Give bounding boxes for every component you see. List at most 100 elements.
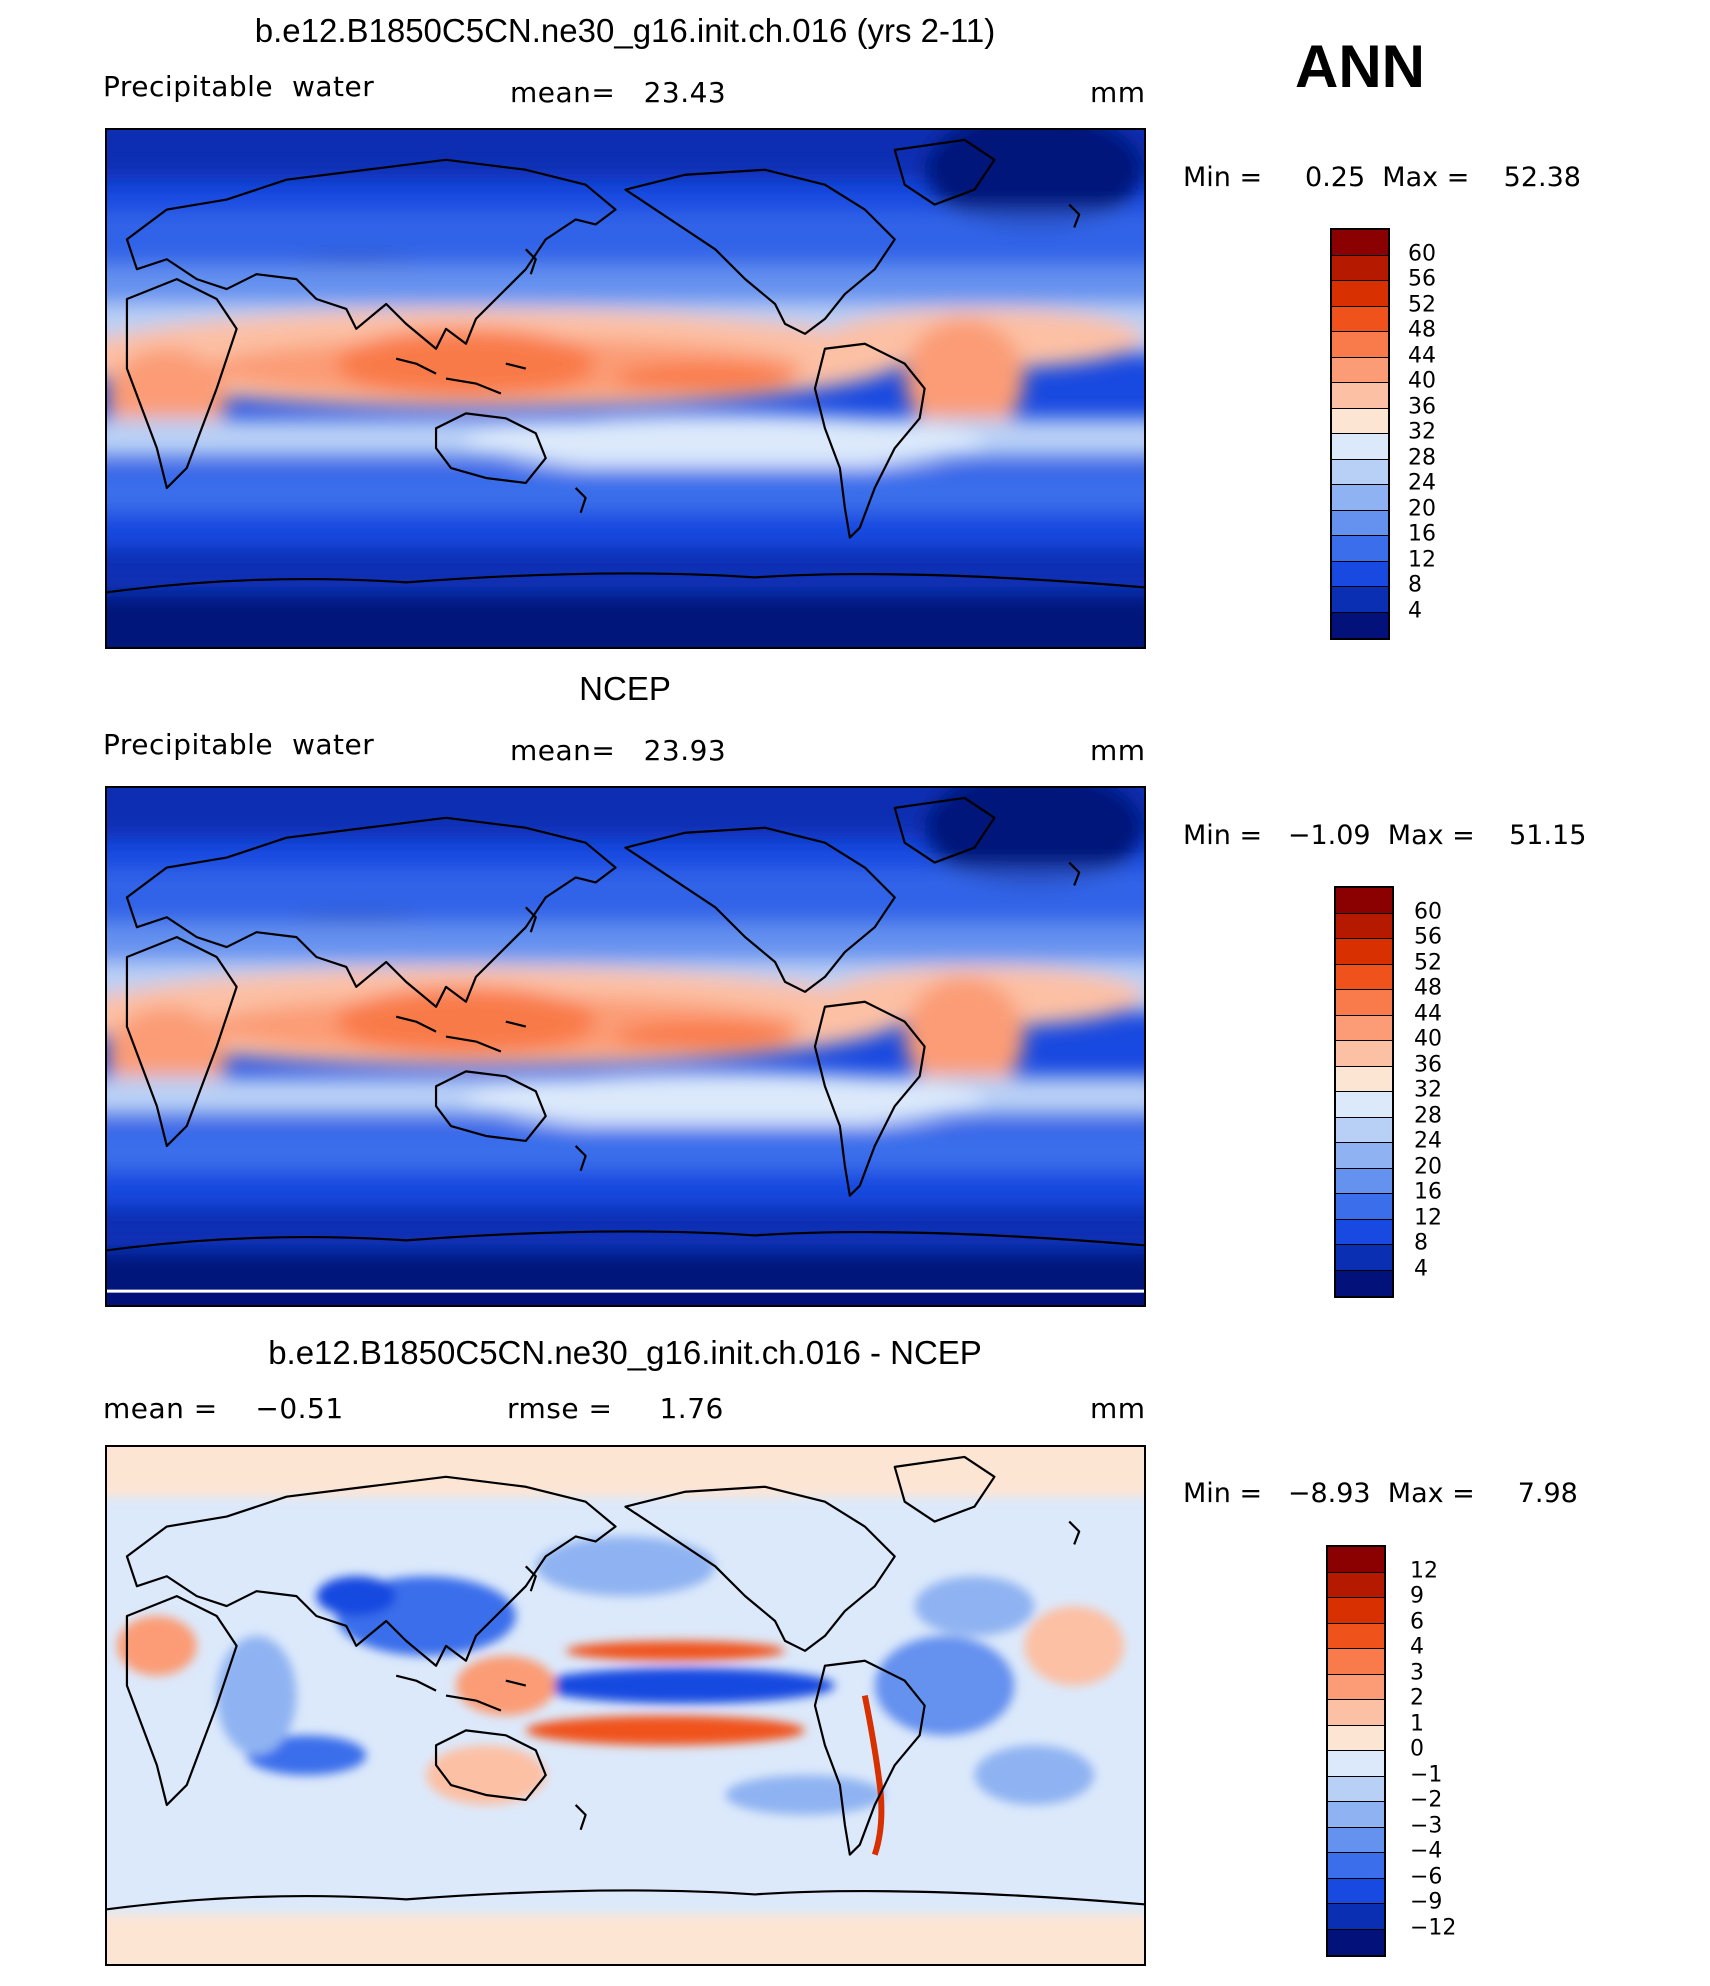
panel-2-colorbar-tick-label: 60 — [1414, 899, 1442, 924]
panel-1-colorbar-swatch-11 — [1332, 510, 1388, 536]
panel-3-colorbar-tick-label: −12 — [1410, 1915, 1457, 1940]
panel-1-colorbar-tick-label: 56 — [1408, 266, 1436, 292]
panel-1-colorbar-tick-label: 4 — [1408, 598, 1422, 623]
panel-1-colorbar-tick-label: 8 — [1408, 572, 1422, 598]
panel-3-colorbar-tick-label: −1 — [1410, 1762, 1443, 1787]
panel-2-colorbar-swatch-0 — [1336, 888, 1392, 914]
panel-2-colorbar-swatch-7 — [1336, 1066, 1392, 1092]
panel-3-min-max: Min = −8.93 Max = 7.98 — [1183, 1478, 1578, 1509]
panel-3-colorbar-swatch-14 — [1328, 1904, 1384, 1930]
panel-2-mean-label: mean= 23.93 — [510, 734, 727, 767]
panel-3-colorbar-tick-label: −4 — [1410, 1838, 1443, 1864]
panel-3-colorbar-swatch-15 — [1328, 1929, 1384, 1955]
panel-1-colorbar-swatch-1 — [1332, 255, 1388, 281]
panel-2-colorbar-swatch-10 — [1336, 1143, 1392, 1169]
panel-3-colorbar-tick-label: −9 — [1410, 1889, 1443, 1915]
panel-2-colorbar-swatch-9 — [1336, 1117, 1392, 1143]
panel-1-unit-label: mm — [1090, 76, 1146, 109]
panel-1-title: b.e12.B1850C5CN.ne30_g16.init.ch.016 (yr… — [254, 12, 996, 49]
panel-2-colorbar-tick-label: 32 — [1414, 1077, 1442, 1103]
panel-2-colorbar-tick-label: 36 — [1414, 1052, 1442, 1077]
panel-1-colorbar-tick-label: 36 — [1408, 394, 1436, 419]
panel-2-colorbar-tick-label: 16 — [1414, 1179, 1442, 1205]
panel-2-colorbar-swatch-13 — [1336, 1219, 1392, 1245]
panel-1-colorbar-swatch-15 — [1332, 612, 1388, 638]
panel-1-colorbar-swatch-12 — [1332, 536, 1388, 562]
panel-2-colorbar-swatch-1 — [1336, 913, 1392, 939]
panel-3-colorbar-tick-label: 6 — [1410, 1609, 1424, 1634]
panel-1-colorbar-swatch-3 — [1332, 306, 1388, 332]
panel-2-colorbar-swatch-5 — [1336, 1015, 1392, 1041]
panel-1-colorbar-tick-label: 60 — [1408, 241, 1436, 266]
panel-2-colorbar-tick-label: 52 — [1414, 950, 1442, 975]
panel-3-colorbar-tick-label: 3 — [1410, 1660, 1424, 1685]
panel-3-colorbar-swatch-5 — [1328, 1674, 1384, 1700]
panel-1-colorbar-tick-label: 44 — [1408, 343, 1436, 368]
panel-3-rmse-label: rmse = 1.76 — [507, 1392, 724, 1425]
season-label: ANN — [1295, 33, 1425, 100]
panel-1-colorbar-tick-label: 16 — [1408, 521, 1436, 547]
panel-1-colorbar-swatch-8 — [1332, 434, 1388, 460]
panel-1-colorbar-tick-label: 52 — [1408, 292, 1436, 317]
panel-1-colorbar-swatch-6 — [1332, 383, 1388, 409]
panel-3-colorbar-tick-label: −6 — [1410, 1864, 1443, 1889]
panel-3-colorbar-tick-label: −2 — [1410, 1787, 1443, 1813]
panel-2-colorbar-swatch-15 — [1336, 1270, 1392, 1296]
panel-3-colorbar-tick-label: 0 — [1410, 1736, 1424, 1762]
panel-2-colorbar-swatch-8 — [1336, 1092, 1392, 1118]
panel-2-title: NCEP — [579, 670, 671, 707]
panel-3-colorbar-tick-label: 4 — [1410, 1634, 1424, 1660]
panel-3-colorbar-tick-label: −3 — [1410, 1813, 1443, 1838]
panel-3-colorbar-tick-label: 2 — [1410, 1685, 1424, 1711]
panel-1-colorbar-swatch-14 — [1332, 587, 1388, 613]
panel-1-colorbar-swatch-13 — [1332, 561, 1388, 587]
panel-3-colorbar-swatch-3 — [1328, 1623, 1384, 1649]
panel-2-colorbar-tick-label: 44 — [1414, 1001, 1442, 1026]
panel-3-colorbar-swatch-7 — [1328, 1725, 1384, 1751]
panel-2-colorbar-tick-label: 8 — [1414, 1230, 1428, 1256]
panel-2-colorbar-tick-label: 56 — [1414, 924, 1442, 950]
panel-3-colorbar-swatch-1 — [1328, 1572, 1384, 1598]
panel-3-colorbar-swatch-0 — [1328, 1547, 1384, 1573]
panel-3-colorbar-swatch-10 — [1328, 1802, 1384, 1828]
panel-2-colorbar-tick-label: 20 — [1414, 1154, 1442, 1179]
panel-1-min-max: Min = 0.25 Max = 52.38 — [1183, 162, 1581, 193]
panel-2-colorbar-tick-label: 40 — [1414, 1026, 1442, 1052]
panel-2-colorbar-swatch-6 — [1336, 1041, 1392, 1067]
panel-3-unit-label: mm — [1090, 1392, 1146, 1425]
panel-1-colorbar-swatch-0 — [1332, 230, 1388, 256]
panel-3-title: b.e12.B1850C5CN.ne30_g16.init.ch.016 - N… — [268, 1334, 982, 1371]
panel-3-mean-label: mean = −0.51 — [103, 1392, 344, 1425]
panel-2-map — [105, 786, 1146, 1307]
panel-2-colorbar-tick-label: 28 — [1414, 1103, 1442, 1128]
panel-1-mean-label: mean= 23.43 — [510, 76, 727, 109]
panel-3-colorbar — [1326, 1545, 1386, 1957]
panel-2-min-max: Min = −1.09 Max = 51.15 — [1183, 820, 1587, 851]
panel-2-colorbar-swatch-12 — [1336, 1194, 1392, 1220]
panel-1-colorbar-tick-label: 12 — [1408, 547, 1436, 572]
panel-1-colorbar-swatch-10 — [1332, 485, 1388, 511]
panel-1-colorbar-tick-label: 40 — [1408, 368, 1436, 394]
panel-3-colorbar-swatch-2 — [1328, 1598, 1384, 1624]
panel-3-colorbar-tick-label: 9 — [1410, 1583, 1424, 1609]
panel-2-colorbar-tick-label: 24 — [1414, 1128, 1442, 1154]
panel-2-colorbar — [1334, 886, 1394, 1298]
panel-2-colorbar-swatch-2 — [1336, 939, 1392, 965]
panel-1-variable-label: Precipitable water — [103, 70, 375, 103]
panel-3-colorbar-swatch-9 — [1328, 1776, 1384, 1802]
panel-3-colorbar-swatch-11 — [1328, 1827, 1384, 1853]
panel-1-colorbar-swatch-5 — [1332, 357, 1388, 383]
panel-3-map — [105, 1445, 1146, 1966]
panel-1-colorbar-swatch-7 — [1332, 408, 1388, 434]
panel-1-map — [105, 128, 1146, 649]
panel-2-unit-label: mm — [1090, 734, 1146, 767]
panel-2-colorbar-tick-label: 12 — [1414, 1205, 1442, 1230]
panel-3-colorbar-swatch-13 — [1328, 1878, 1384, 1904]
panel-1-colorbar-tick-label: 24 — [1408, 470, 1436, 496]
panel-2-colorbar-swatch-14 — [1336, 1245, 1392, 1271]
panel-2-colorbar-swatch-11 — [1336, 1168, 1392, 1194]
panel-1-colorbar-swatch-9 — [1332, 459, 1388, 485]
panel-1-colorbar-tick-label: 20 — [1408, 496, 1436, 521]
panel-2-colorbar-tick-label: 4 — [1414, 1256, 1428, 1281]
panel-2-colorbar-swatch-4 — [1336, 990, 1392, 1016]
